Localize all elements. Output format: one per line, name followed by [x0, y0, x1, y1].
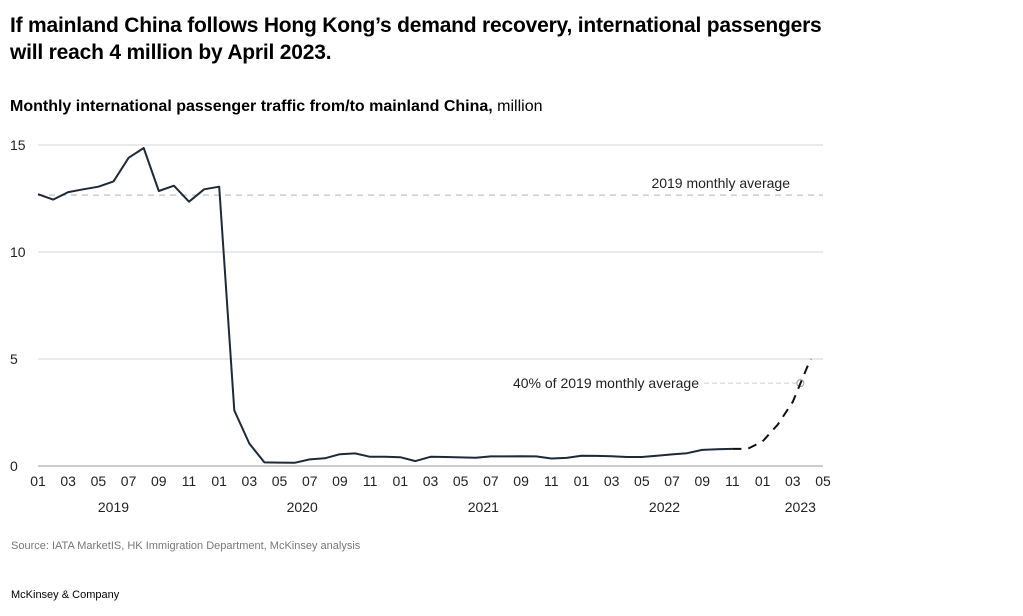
x-tick-label: 01	[30, 473, 46, 489]
x-tick-label: 11	[544, 473, 559, 489]
target-marker	[796, 379, 805, 388]
x-tick-label: 03	[785, 473, 801, 489]
x-tick-label: 07	[483, 473, 499, 489]
year-label: 2019	[98, 499, 129, 515]
x-tick-label: 01	[755, 473, 771, 489]
x-tick-label: 05	[91, 473, 107, 489]
x-tick-label: 01	[574, 473, 590, 489]
grid-lines	[38, 144, 823, 467]
x-tick-label: 03	[423, 473, 439, 489]
line-chart: 2019 monthly average 40% of 2019 monthly …	[10, 137, 831, 515]
projection-line	[732, 358, 812, 450]
y-tick-label: 10	[10, 244, 26, 260]
y-axis: 0 5 10 15	[10, 137, 26, 474]
y-tick-label: 15	[10, 137, 26, 153]
reference-label-40-percent: 40% of 2019 monthly average	[513, 375, 699, 391]
brand-logo: McKinsey & Company	[11, 589, 120, 601]
actual-line	[37, 147, 733, 464]
year-label: 2021	[468, 499, 499, 515]
x-tick-label: 01	[393, 473, 409, 489]
x-tick-label: 07	[302, 473, 318, 489]
x-tick-label: 11	[182, 473, 197, 489]
chart-title: If mainland China follows Hong Kong’s de…	[10, 14, 822, 64]
x-tick-label: 09	[151, 473, 167, 489]
series-lines	[37, 147, 812, 464]
source-note: Source: IATA MarketIS, HK Immigration De…	[11, 540, 361, 552]
x-tick-label: 03	[604, 473, 620, 489]
subtitle-label: Monthly international passenger traffic …	[10, 98, 493, 115]
x-tick-label: 11	[363, 473, 378, 489]
y-tick-label: 0	[10, 458, 18, 474]
year-label: 2022	[649, 499, 680, 515]
x-tick-label: 09	[694, 473, 710, 489]
x-tick-label: 01	[211, 473, 227, 489]
x-tick-label: 07	[664, 473, 680, 489]
subtitle-unit: million	[492, 98, 543, 115]
x-tick-label: 03	[242, 473, 258, 489]
x-tick-label: 03	[60, 473, 76, 489]
year-label: 2023	[785, 499, 816, 515]
x-tick-label: 05	[634, 473, 650, 489]
x-tick-label: 05	[272, 473, 288, 489]
x-tick-label: 11	[725, 473, 740, 489]
year-label: 2020	[287, 499, 318, 515]
x-tick-label: 09	[332, 473, 348, 489]
x-tick-label: 05	[453, 473, 469, 489]
x-tick-label: 05	[815, 473, 831, 489]
x-tick-label: 09	[513, 473, 529, 489]
x-tick-label: 07	[121, 473, 137, 489]
reference-lines: 2019 monthly average 40% of 2019 monthly …	[38, 175, 823, 391]
chart-subtitle: Monthly international passenger traffic …	[10, 98, 543, 116]
y-tick-label: 5	[10, 351, 18, 367]
reference-label-2019-average: 2019 monthly average	[651, 175, 790, 191]
x-axis: 01 03 05 07 09 11 01 03 05 07 09 11 01 03 05 07 09 11 01 03…	[30, 473, 831, 515]
